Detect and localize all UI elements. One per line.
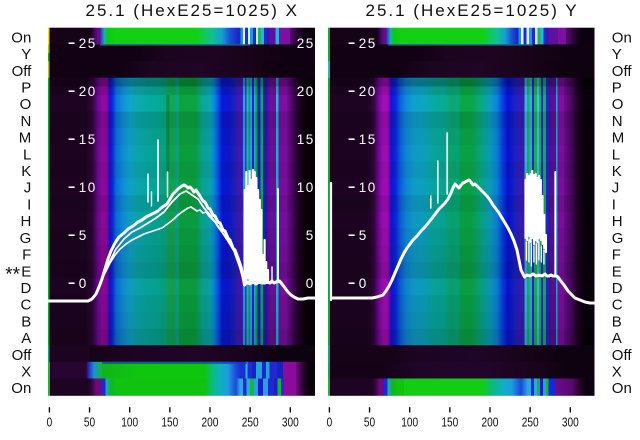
svg-text:I: I xyxy=(27,196,31,213)
svg-text:Y: Y xyxy=(612,46,622,63)
svg-text:P: P xyxy=(21,80,31,97)
svg-text:300: 300 xyxy=(282,415,299,429)
svg-text:H: H xyxy=(20,213,31,230)
svg-text:25: 25 xyxy=(359,36,377,51)
svg-text:0: 0 xyxy=(359,276,368,291)
svg-text:15: 15 xyxy=(359,132,377,147)
svg-text:F: F xyxy=(22,247,31,264)
svg-text:200: 200 xyxy=(482,415,499,429)
svg-text:A: A xyxy=(21,330,31,347)
svg-text:O: O xyxy=(612,96,624,113)
svg-text:Off: Off xyxy=(12,63,33,80)
svg-text:10: 10 xyxy=(79,180,97,195)
svg-text:0: 0 xyxy=(327,415,333,429)
svg-text:K: K xyxy=(612,163,622,180)
svg-text:10: 10 xyxy=(297,180,315,195)
svg-text:J: J xyxy=(24,180,32,197)
svg-text:L: L xyxy=(612,146,620,163)
svg-text:E: E xyxy=(21,263,31,280)
svg-text:X: X xyxy=(612,364,622,381)
svg-text:Y: Y xyxy=(21,46,31,63)
svg-text:On: On xyxy=(11,380,31,397)
svg-text:150: 150 xyxy=(441,415,458,429)
svg-text:Off: Off xyxy=(12,347,33,364)
svg-text:On: On xyxy=(612,380,632,397)
svg-text:250: 250 xyxy=(522,415,539,429)
svg-text:100: 100 xyxy=(401,415,418,429)
svg-text:20: 20 xyxy=(359,84,377,99)
svg-text:C: C xyxy=(612,297,623,314)
svg-text:N: N xyxy=(612,113,623,130)
svg-text:100: 100 xyxy=(121,415,138,429)
svg-text:150: 150 xyxy=(161,415,178,429)
svg-text:25: 25 xyxy=(297,36,315,51)
svg-text:M: M xyxy=(19,130,32,147)
svg-text:M: M xyxy=(612,130,625,147)
svg-text:E: E xyxy=(612,263,622,280)
svg-text:C: C xyxy=(20,297,31,314)
svg-text:200: 200 xyxy=(202,415,219,429)
svg-text:J: J xyxy=(612,180,620,197)
svg-text:Off: Off xyxy=(612,347,633,364)
svg-text:A: A xyxy=(612,330,622,347)
svg-text:250: 250 xyxy=(242,415,259,429)
svg-text:20: 20 xyxy=(297,84,315,99)
svg-text:5: 5 xyxy=(306,228,315,243)
svg-text:15: 15 xyxy=(297,132,315,147)
svg-text:X: X xyxy=(21,364,31,381)
svg-text:5: 5 xyxy=(79,228,88,243)
svg-text:B: B xyxy=(21,313,31,330)
svg-text:25: 25 xyxy=(79,36,97,51)
svg-text:25.1 (HexE25=1025) Y: 25.1 (HexE25=1025) Y xyxy=(366,1,579,20)
svg-text:**: ** xyxy=(5,264,20,285)
svg-text:D: D xyxy=(20,280,31,297)
svg-text:20: 20 xyxy=(79,84,97,99)
svg-text:50: 50 xyxy=(84,415,96,429)
svg-text:O: O xyxy=(20,96,32,113)
svg-text:Off: Off xyxy=(612,63,633,80)
svg-text:50: 50 xyxy=(364,415,376,429)
svg-text:0: 0 xyxy=(79,276,88,291)
svg-text:P: P xyxy=(612,80,622,97)
svg-text:B: B xyxy=(612,313,622,330)
svg-text:15: 15 xyxy=(79,132,97,147)
svg-text:F: F xyxy=(612,247,621,264)
svg-text:5: 5 xyxy=(359,228,368,243)
svg-text:0: 0 xyxy=(306,276,315,291)
svg-text:On: On xyxy=(11,29,31,46)
svg-text:G: G xyxy=(612,230,624,247)
svg-text:0: 0 xyxy=(47,415,53,429)
svg-text:10: 10 xyxy=(359,180,377,195)
svg-text:L: L xyxy=(23,146,31,163)
svg-text:I: I xyxy=(612,196,616,213)
svg-text:K: K xyxy=(21,163,31,180)
svg-text:N: N xyxy=(20,113,31,130)
svg-text:D: D xyxy=(612,280,623,297)
svg-text:25.1 (HexE25=1025) X: 25.1 (HexE25=1025) X xyxy=(86,1,299,20)
svg-text:On: On xyxy=(612,29,632,46)
svg-text:300: 300 xyxy=(562,415,579,429)
svg-text:H: H xyxy=(612,213,623,230)
svg-text:G: G xyxy=(20,230,32,247)
